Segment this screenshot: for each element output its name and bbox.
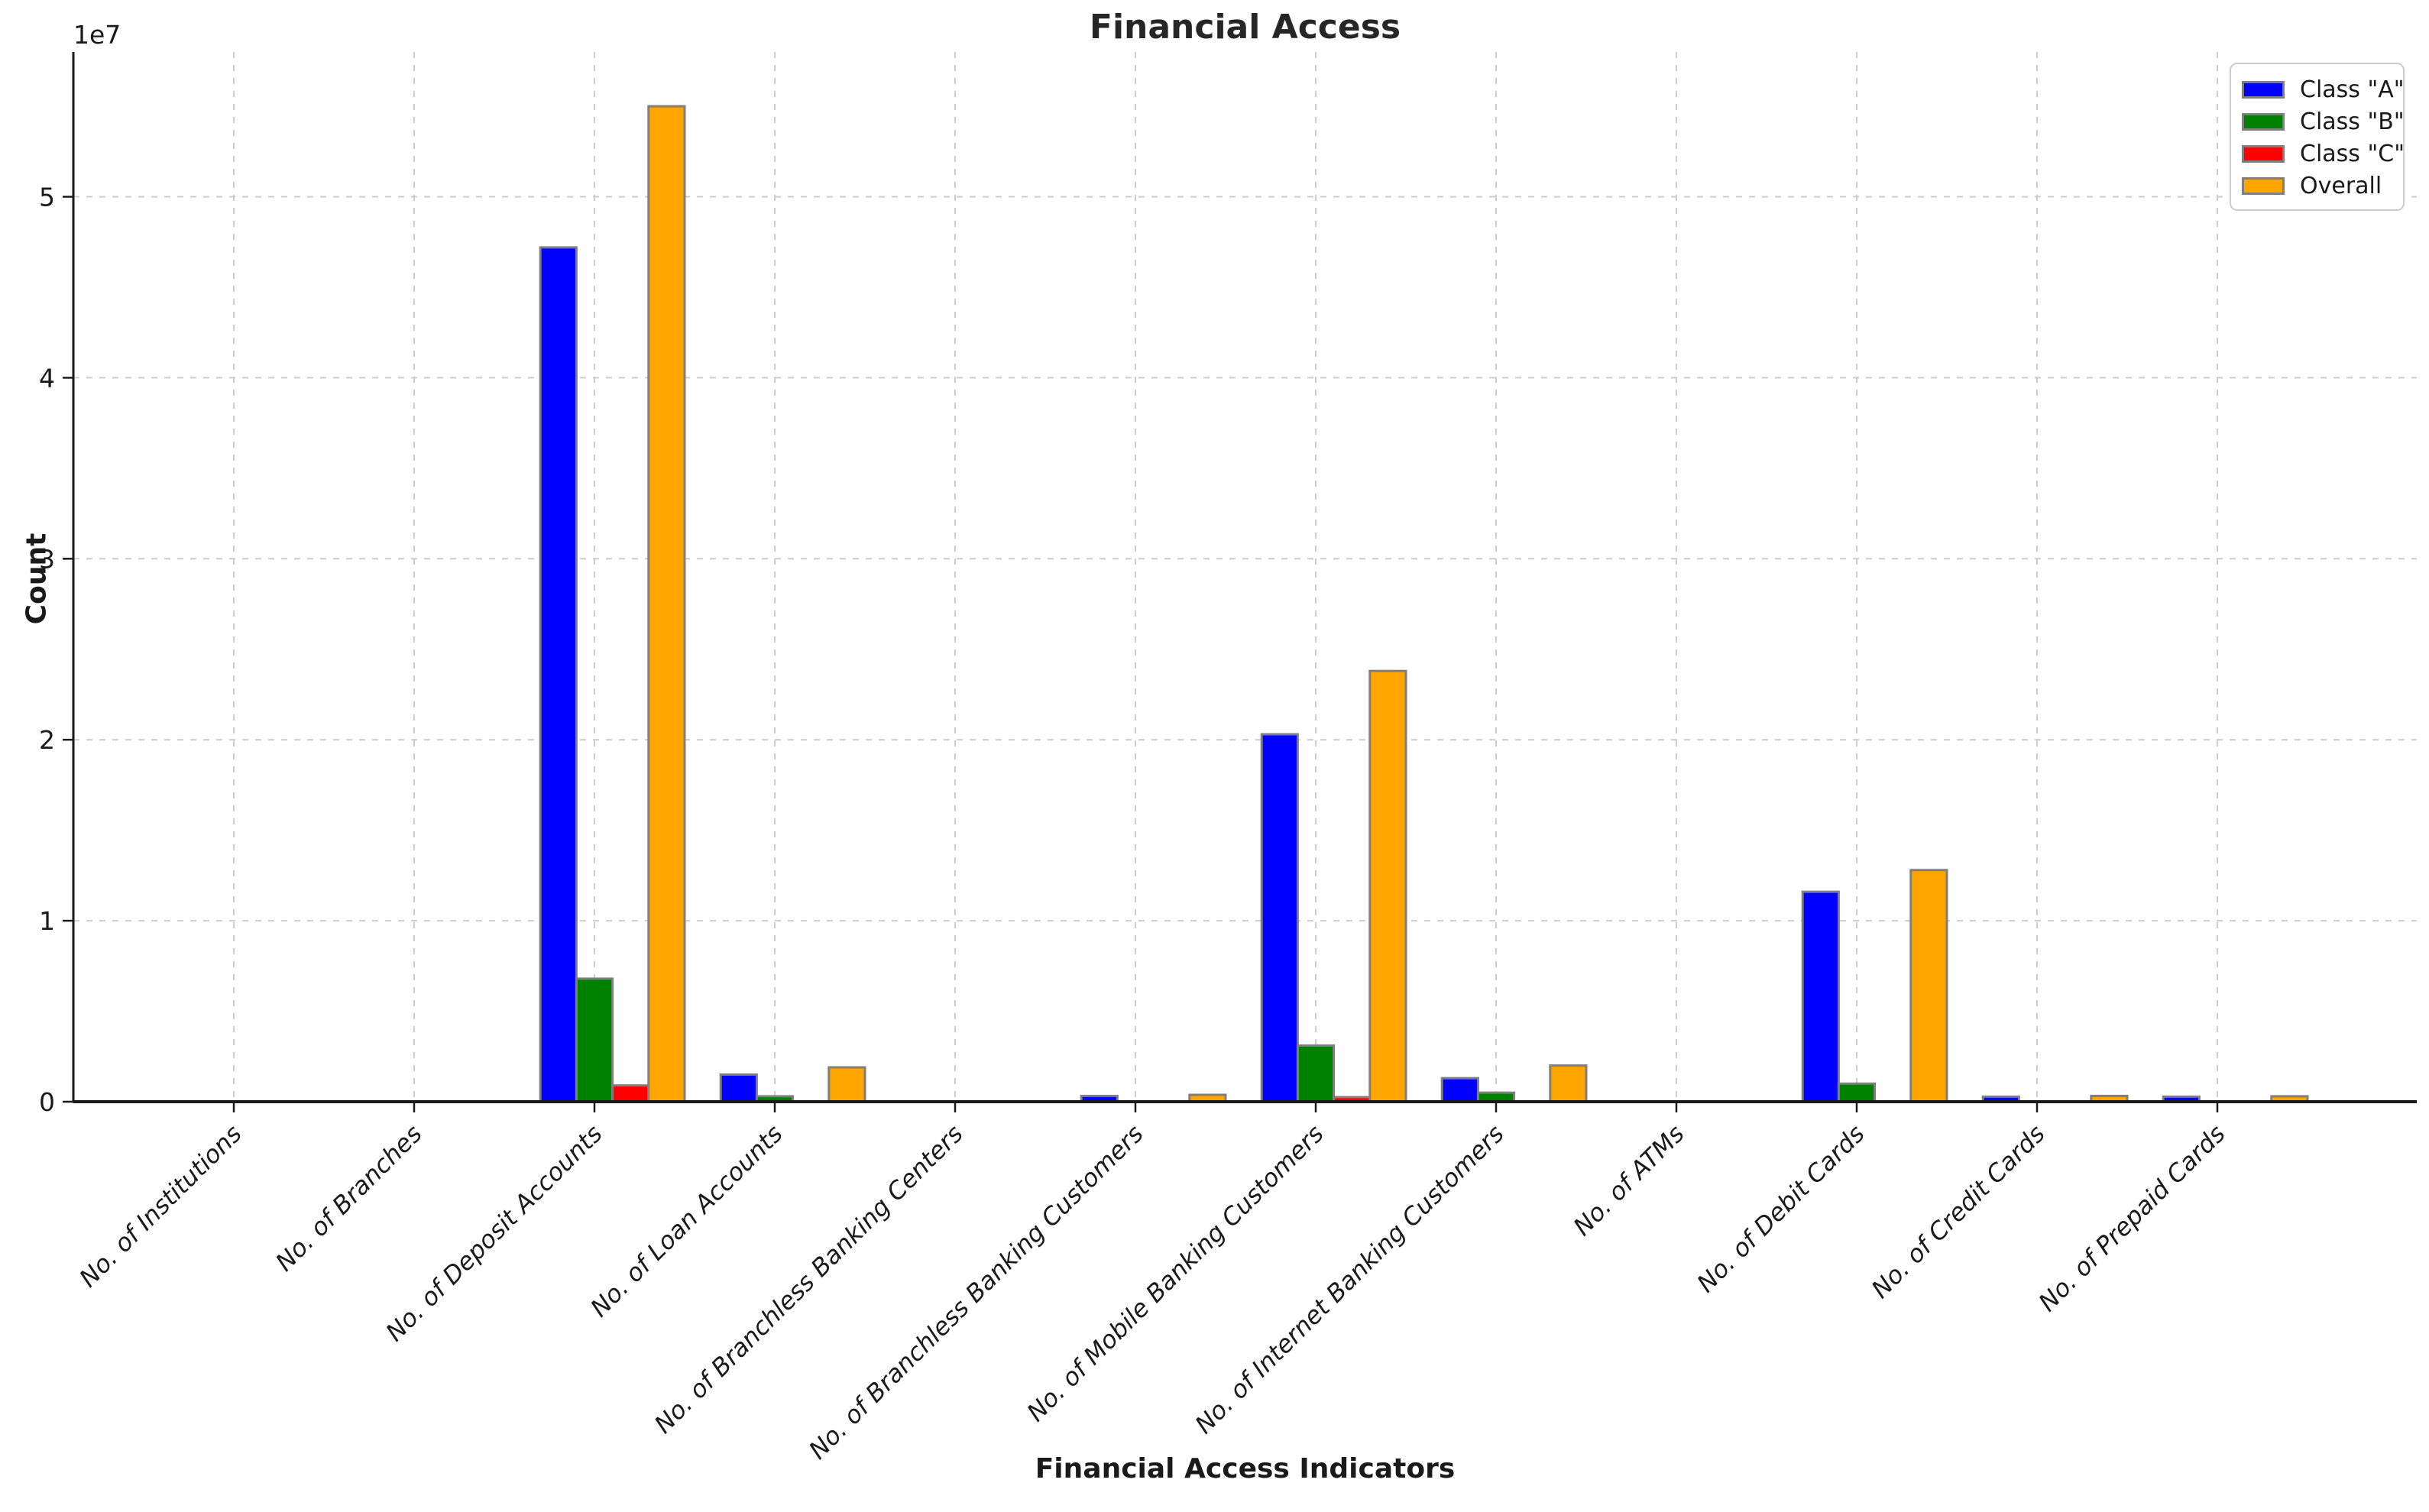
x-tick-label-no-of-atms: No. of ATMs [1568,1119,1690,1242]
bar-overall-no-of-debit-cards [1909,869,1948,1103]
bar-overall-no-of-loan-accounts [827,1066,866,1103]
y-tick-label: 3 [39,544,55,574]
legend-swatch-class-a [2242,80,2285,99]
legend-label: Class "B" [2300,108,2405,135]
x-tick-label-no-of-branches: No. of Branches [270,1119,428,1277]
x-tick-label-no-of-prepaid-cards: No. of Prepaid Cards [2033,1119,2231,1317]
bar-class-c-no-of-deposit-accounts [611,1084,650,1103]
y-tick-label: 0 [39,1087,55,1117]
legend-label: Class "A" [2300,76,2405,103]
bar-overall-no-of-mobile-banking-customers [1368,669,1407,1103]
bar-overall-no-of-deposit-accounts [647,105,686,1103]
x-tick-label-no-of-internet-banking-customers: No. of Internet Banking Customers [1189,1119,1509,1439]
legend-item-class-a: Class "A" [2242,73,2405,105]
bar-class-a-no-of-mobile-banking-customers [1260,733,1299,1103]
legend: Class "A" Class "B" Class "C" Overall [2230,63,2405,211]
x-tick-label-no-of-deposit-accounts: No. of Deposit Accounts [380,1119,607,1347]
y-tick-label: 5 [39,183,55,212]
legend-item-class-c: Class "C" [2242,138,2405,170]
x-tick-label-no-of-loan-accounts: No. of Loan Accounts [585,1119,788,1323]
y-tick-label: 2 [39,725,55,755]
x-tick-label-no-of-credit-cards: No. of Credit Cards [1866,1119,2051,1304]
x-tick-label-no-of-branchless-banking-centers: No. of Branchless Banking Centers [649,1119,969,1439]
x-tick-label-no-of-mobile-banking-customers: No. of Mobile Banking Customers [1021,1119,1329,1427]
y-tick-label: 1 [39,906,55,936]
chart-title: Financial Access [1089,8,1401,47]
legend-swatch-overall [2242,176,2285,195]
legend-swatch-class-c [2242,144,2285,163]
bar-overall-no-of-internet-banking-customers [1549,1064,1588,1103]
x-tick-label-no-of-debit-cards: No. of Debit Cards [1691,1119,1870,1298]
x-axis-label: Financial Access Indicators [1035,1453,1456,1484]
legend-label: Class "C" [2300,140,2405,167]
bar-class-a-no-of-deposit-accounts [539,246,578,1103]
bar-class-b-no-of-debit-cards [1837,1082,1877,1103]
legend-label: Overall [2300,172,2382,199]
bar-class-b-no-of-mobile-banking-customers [1296,1044,1336,1103]
bar-class-a-no-of-debit-cards [1801,890,1840,1103]
y-axis-label: Count [21,533,53,625]
legend-item-overall: Overall [2242,170,2392,202]
y-tick-label: 4 [39,363,55,393]
legend-swatch-class-b [2242,112,2285,131]
legend-item-class-b: Class "B" [2242,105,2405,138]
bar-class-a-no-of-loan-accounts [719,1073,758,1103]
x-tick-label-no-of-branchless-banking-customers: No. of Branchless Banking Customers [803,1119,1149,1465]
y-axis-offset-text: 1e7 [73,20,121,50]
bar-class-b-no-of-deposit-accounts [575,977,614,1103]
x-tick-label-no-of-institutions: No. of Institutions [73,1119,247,1293]
bar-class-a-no-of-internet-banking-customers [1440,1077,1479,1103]
